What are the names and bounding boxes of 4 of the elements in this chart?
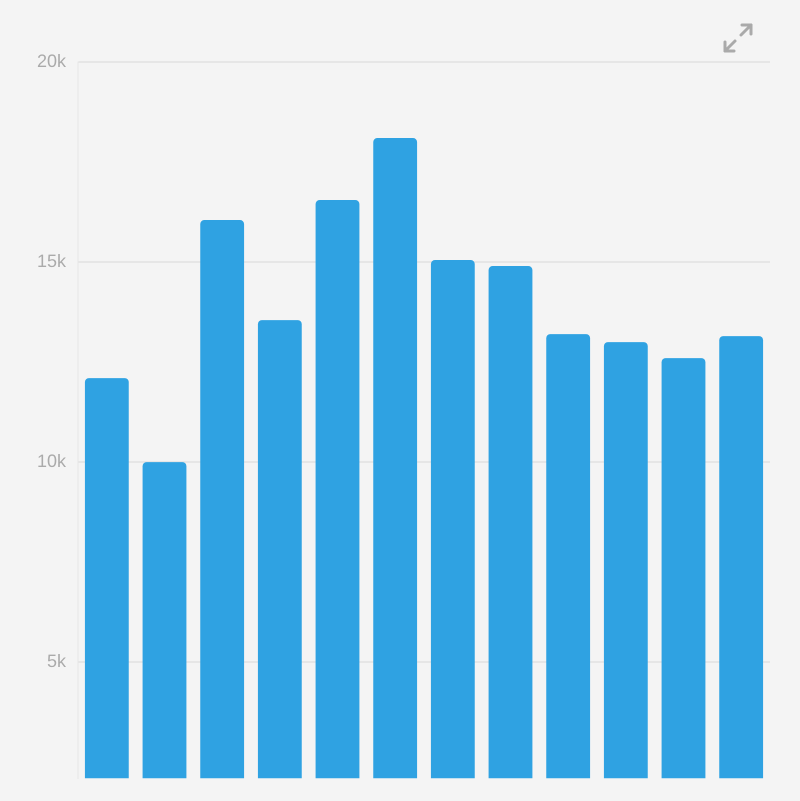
y-tick-label: 10k: [36, 451, 67, 472]
y-tick-label: 15k: [36, 251, 67, 272]
y-tick-label: 20k: [36, 50, 67, 71]
y-tick-label: 5k: [46, 651, 67, 672]
